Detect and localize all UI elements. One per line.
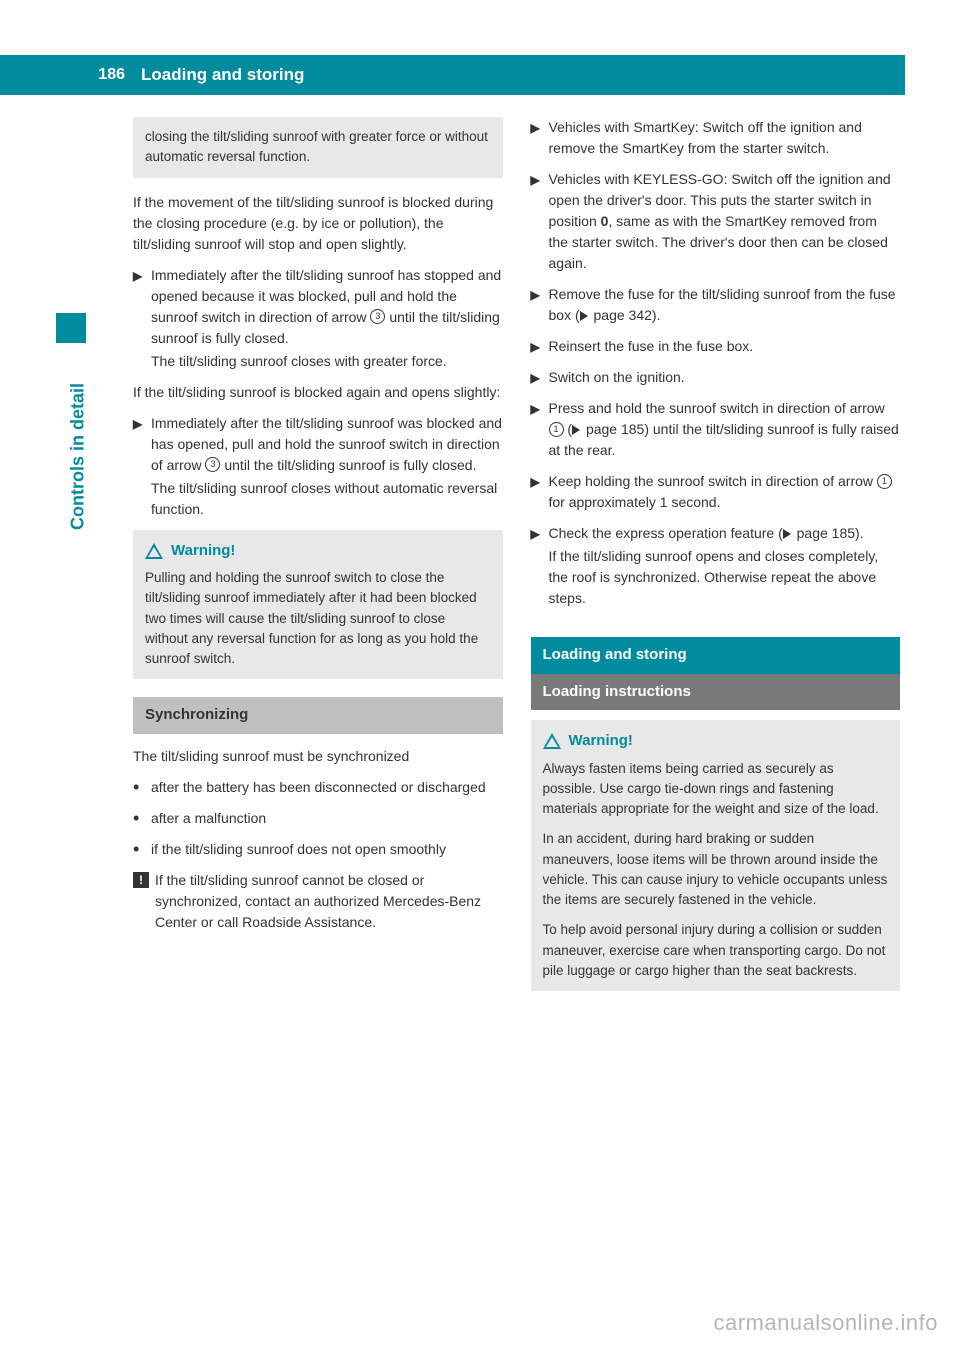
- text: page 185).: [793, 525, 864, 541]
- warning-box: Warning! Always fasten items being carri…: [531, 720, 901, 991]
- step-body: Vehicles with KEYLESS-GO: Switch off the…: [549, 169, 901, 274]
- continuation-box: closing the tilt/sliding sunroof with gr…: [133, 117, 503, 178]
- bullet-text: after a malfunction: [151, 808, 503, 829]
- paragraph: If the movement of the tilt/sliding sunr…: [133, 192, 503, 255]
- step-marker-icon: ▶: [133, 413, 151, 520]
- list-item: • after a malfunction: [133, 808, 503, 829]
- warning-paragraph: Always fasten items being carried as sec…: [543, 759, 889, 820]
- step-body: Immediately after the tilt/sliding sunro…: [151, 265, 503, 372]
- step-body: Check the express operation feature ( pa…: [549, 523, 901, 609]
- text: until the tilt/sliding sunroof is fully …: [220, 457, 476, 473]
- watermark: carmanualsonline.info: [713, 1306, 938, 1339]
- bullet-icon: •: [133, 808, 151, 829]
- warning-label: Warning!: [171, 540, 235, 563]
- step-marker-icon: ▶: [531, 367, 549, 388]
- text: Keep holding the sunroof switch in direc…: [549, 473, 877, 489]
- text: If the tilt/sliding sunroof opens and cl…: [549, 546, 901, 609]
- warning-triangle-icon: [145, 543, 163, 559]
- step-item: ▶ Remove the fuse for the tilt/sliding s…: [531, 284, 901, 326]
- text: Check the express operation feature (: [549, 525, 783, 541]
- text: page 185) until the tilt/sliding sunroof…: [549, 421, 899, 458]
- subsection-heading-instructions: Loading instructions: [531, 674, 901, 711]
- step-body: Immediately after the tilt/sliding sunro…: [151, 413, 503, 520]
- step-item: ▶ Check the express operation feature ( …: [531, 523, 901, 609]
- list-item: • if the tilt/sliding sunroof does not o…: [133, 839, 503, 860]
- step-marker-icon: ▶: [531, 284, 549, 326]
- step-marker-icon: ▶: [531, 398, 549, 461]
- section-heading-loading: Loading and storing: [531, 637, 901, 674]
- sidebar-label: Controls in detail: [65, 367, 92, 547]
- exclamation-icon: !: [133, 872, 149, 888]
- sidebar-tab: Controls in detail: [58, 355, 86, 555]
- text: page 342).: [590, 307, 661, 323]
- warning-header: Warning!: [145, 540, 491, 563]
- page-ref-arrow-icon: [580, 311, 588, 321]
- bullet-icon: •: [133, 777, 151, 798]
- subheading-synchronizing: Synchronizing: [133, 697, 503, 734]
- step-item: ▶ Reinsert the fuse in the fuse box.: [531, 336, 901, 357]
- warning-body: Pulling and holding the sunroof switch t…: [145, 568, 491, 669]
- page-ref-arrow-icon: [572, 425, 580, 435]
- text: for approximately 1 second.: [549, 494, 721, 510]
- warning-paragraph: In an accident, during hard braking or s…: [543, 829, 889, 910]
- warning-paragraph: To help avoid personal injury during a c…: [543, 920, 889, 981]
- step-body: Switch on the ignition.: [549, 367, 901, 388]
- bullet-text: after the battery has been disconnected …: [151, 777, 503, 798]
- sidebar-marker: [56, 313, 86, 343]
- step-item: ▶ Vehicles with SmartKey: Switch off the…: [531, 117, 901, 159]
- step-body: Vehicles with SmartKey: Switch off the i…: [549, 117, 901, 159]
- left-column: closing the tilt/sliding sunroof with gr…: [133, 117, 503, 991]
- step-body: Keep holding the sunroof switch in direc…: [549, 471, 901, 513]
- paragraph: If the tilt/sliding sunroof is blocked a…: [133, 382, 503, 403]
- list-item: • after the battery has been disconnecte…: [133, 777, 503, 798]
- step-marker-icon: ▶: [531, 336, 549, 357]
- warning-box: Warning! Pulling and holding the sunroof…: [133, 530, 503, 680]
- step-body: Remove the fuse for the tilt/sliding sun…: [549, 284, 901, 326]
- text: Press and hold the sunroof switch in dir…: [549, 400, 885, 416]
- text: The tilt/sliding sunroof closes without …: [151, 478, 503, 520]
- paragraph: The tilt/sliding sunroof must be synchro…: [133, 746, 503, 767]
- step-marker-icon: ▶: [531, 523, 549, 609]
- step-item: ▶ Switch on the ignition.: [531, 367, 901, 388]
- callout-1-icon: 1: [549, 422, 564, 437]
- step-body: Reinsert the fuse in the fuse box.: [549, 336, 901, 357]
- step-marker-icon: ▶: [133, 265, 151, 372]
- page-header: 186 Loading and storing: [0, 55, 960, 95]
- step-marker-icon: ▶: [531, 117, 549, 159]
- step-item: ▶ Immediately after the tilt/sliding sun…: [133, 265, 503, 372]
- content-area: closing the tilt/sliding sunroof with gr…: [0, 95, 960, 991]
- callout-3-icon: 3: [370, 309, 385, 324]
- callout-1-icon: 1: [877, 474, 892, 489]
- page-title: Loading and storing: [133, 55, 905, 95]
- note-body: If the tilt/sliding sunroof cannot be cl…: [155, 870, 503, 933]
- note-box: ! If the tilt/sliding sunroof cannot be …: [133, 870, 503, 933]
- text: (: [564, 421, 573, 437]
- warning-header: Warning!: [543, 730, 889, 753]
- step-item: ▶ Vehicles with KEYLESS-GO: Switch off t…: [531, 169, 901, 274]
- step-item: ▶ Keep holding the sunroof switch in dir…: [531, 471, 901, 513]
- step-body: Press and hold the sunroof switch in dir…: [549, 398, 901, 461]
- bullet-text: if the tilt/sliding sunroof does not ope…: [151, 839, 503, 860]
- callout-3-icon: 3: [205, 457, 220, 472]
- step-marker-icon: ▶: [531, 169, 549, 274]
- step-item: ▶ Immediately after the tilt/sliding sun…: [133, 413, 503, 520]
- warning-label: Warning!: [569, 730, 633, 753]
- step-marker-icon: ▶: [531, 471, 549, 513]
- text: The tilt/sliding sunroof closes with gre…: [151, 351, 503, 372]
- step-item: ▶ Press and hold the sunroof switch in d…: [531, 398, 901, 461]
- warning-triangle-icon: [543, 733, 561, 749]
- right-column: ▶ Vehicles with SmartKey: Switch off the…: [531, 117, 901, 991]
- bullet-icon: •: [133, 839, 151, 860]
- page-number: 186: [0, 55, 133, 95]
- page-ref-arrow-icon: [783, 529, 791, 539]
